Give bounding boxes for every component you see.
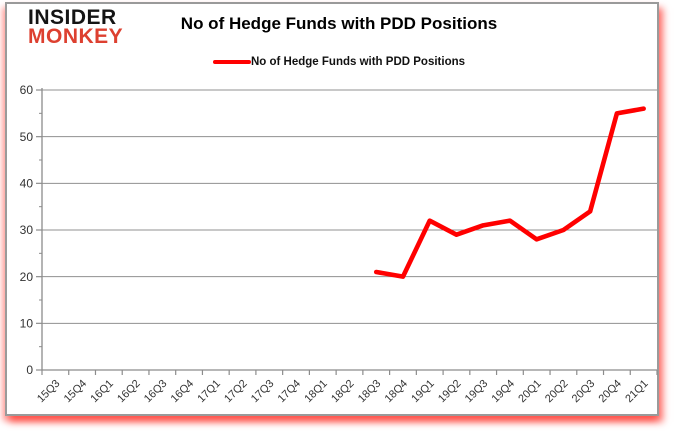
x-tick-label: 18Q3 — [356, 378, 384, 406]
x-tick-label: 16Q2 — [115, 378, 143, 406]
x-tick-label: 21Q1 — [623, 378, 651, 406]
x-tick-label: 17Q3 — [249, 378, 277, 406]
x-tick-label: 19Q1 — [409, 378, 437, 406]
y-tick-label: 20 — [20, 270, 34, 284]
legend: No of Hedge Funds with PDD Positions — [0, 56, 678, 68]
logo-line2: MONKEY — [28, 25, 124, 48]
x-tick-label: 17Q1 — [195, 378, 223, 406]
x-tick-label: 15Q4 — [62, 378, 90, 406]
y-tick-label: 60 — [20, 83, 34, 97]
x-tick-label: 19Q4 — [490, 378, 518, 406]
x-tick-label: 20Q4 — [596, 378, 624, 406]
x-tick-label: 20Q1 — [516, 378, 544, 406]
legend-label: No of Hedge Funds with PDD Positions — [250, 56, 466, 68]
x-tick-label: 18Q2 — [329, 378, 357, 406]
x-tick-label: 19Q3 — [463, 378, 491, 406]
y-tick-label: 10 — [20, 317, 34, 331]
logo-line1: INSIDER — [28, 6, 117, 29]
legend-line-swatch — [212, 60, 251, 64]
x-tick-label: 17Q4 — [276, 378, 304, 406]
x-tick-label: 16Q1 — [88, 378, 116, 406]
chart-title: No of Hedge Funds with PDD Positions — [180, 14, 498, 33]
y-tick-label: 40 — [20, 177, 34, 191]
x-tick-label: 20Q2 — [543, 378, 571, 406]
chart-frame — [5, 2, 659, 416]
x-tick-label: 17Q2 — [222, 378, 250, 406]
x-tick-label: 16Q4 — [169, 378, 197, 406]
x-tick-label: 19Q2 — [436, 378, 464, 406]
data-line — [373, 106, 646, 279]
y-tick-label: 30 — [20, 223, 34, 237]
y-tick-label: 0 — [26, 363, 33, 377]
x-tick-label: 20Q3 — [570, 378, 598, 406]
x-tick-label: 16Q3 — [142, 378, 170, 406]
insider-monkey-logo: INSIDER MONKEY — [28, 6, 124, 48]
x-tick-label: 15Q3 — [35, 378, 63, 406]
x-tick-label: 18Q1 — [302, 378, 330, 406]
y-tick-label: 50 — [20, 130, 34, 144]
x-tick-label: 18Q4 — [383, 378, 411, 406]
